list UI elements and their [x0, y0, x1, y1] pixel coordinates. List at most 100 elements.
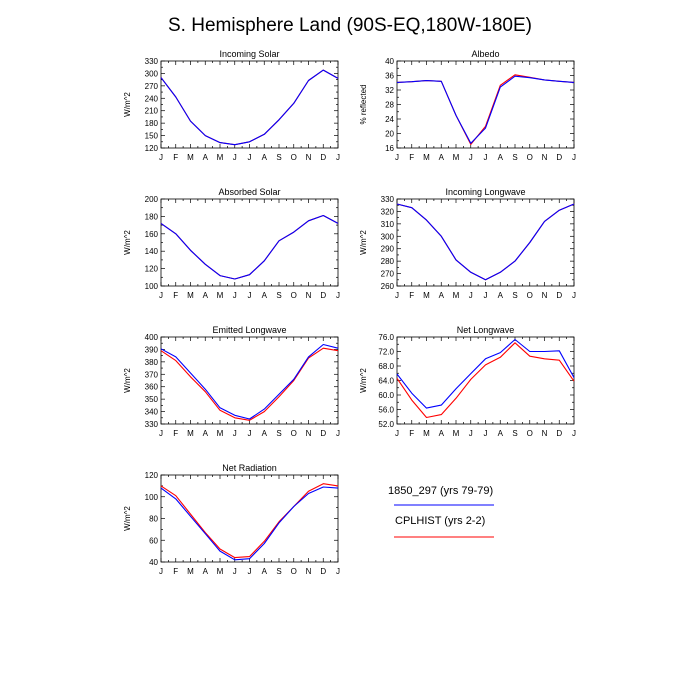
x-tick-label: O	[291, 153, 297, 162]
x-tick-label: M	[217, 429, 224, 438]
x-tick-label: J	[248, 567, 252, 576]
y-axis-label: W/m^2	[123, 506, 132, 531]
series-line-1850	[160, 69, 339, 146]
x-tick-label: F	[173, 429, 178, 438]
x-tick-label: S	[512, 291, 517, 300]
y-tick-label: 210	[145, 107, 159, 116]
series-line-cplhist	[396, 203, 575, 281]
y-tick-label: 28	[385, 101, 394, 110]
x-tick-label: M	[453, 291, 460, 300]
y-tick-label: 24	[385, 115, 394, 124]
x-tick-label: D	[556, 291, 562, 300]
y-axis-label: W/m^2	[123, 368, 132, 393]
y-tick-label: 40	[149, 558, 158, 567]
y-tick-label: 40	[385, 57, 394, 66]
series-line-1850	[160, 214, 339, 280]
series-line-1850	[396, 203, 575, 281]
x-tick-label: J	[248, 429, 252, 438]
x-tick-label: A	[498, 429, 504, 438]
x-tick-label: A	[203, 153, 209, 162]
x-tick-label: S	[276, 291, 281, 300]
y-tick-label: 60.0	[378, 391, 394, 400]
x-tick-label: M	[217, 567, 224, 576]
series-line-cplhist	[396, 342, 575, 419]
y-tick-label: 120	[145, 471, 159, 480]
x-tick-label: J	[336, 567, 340, 576]
x-tick-label: A	[439, 429, 445, 438]
x-tick-label: D	[556, 153, 562, 162]
x-tick-label: O	[527, 291, 533, 300]
panel-title: Net Longwave	[457, 325, 515, 335]
x-tick-label: D	[320, 153, 326, 162]
x-tick-label: D	[320, 291, 326, 300]
plot-frame	[160, 60, 339, 149]
y-axis-label: W/m^2	[359, 368, 368, 393]
y-tick-label: 260	[381, 282, 395, 291]
x-tick-label: N	[306, 291, 312, 300]
x-tick-label: J	[572, 429, 576, 438]
y-tick-label: 52.0	[378, 420, 394, 429]
x-tick-label: N	[306, 567, 312, 576]
x-tick-label: D	[556, 429, 562, 438]
y-tick-label: 32	[385, 86, 394, 95]
plot-frame	[396, 336, 575, 425]
panel-title: Absorbed Solar	[218, 187, 280, 197]
x-tick-label: M	[187, 291, 194, 300]
x-tick-label: D	[320, 429, 326, 438]
x-tick-label: A	[262, 567, 268, 576]
x-tick-label: O	[291, 291, 297, 300]
x-tick-label: F	[409, 429, 414, 438]
x-tick-label: J	[469, 153, 473, 162]
series-line-cplhist	[396, 74, 575, 145]
series-line-1850	[160, 343, 339, 420]
y-tick-label: 400	[145, 333, 159, 342]
panel-title: Albedo	[471, 49, 499, 59]
y-tick-label: 120	[145, 265, 159, 274]
x-tick-label: O	[291, 567, 297, 576]
y-tick-label: 330	[145, 57, 159, 66]
x-tick-label: A	[203, 429, 209, 438]
x-tick-label: F	[409, 153, 414, 162]
panel-title: Net Radiation	[222, 463, 277, 473]
x-tick-label: A	[203, 291, 209, 300]
y-tick-label: 72.0	[378, 348, 394, 357]
y-tick-label: 320	[381, 207, 395, 216]
y-tick-label: 64.0	[378, 377, 394, 386]
y-tick-label: 36	[385, 72, 394, 81]
x-tick-label: M	[217, 153, 224, 162]
x-tick-label: S	[276, 153, 281, 162]
x-tick-label: J	[233, 291, 237, 300]
x-tick-label: J	[159, 291, 163, 300]
y-tick-label: 300	[145, 69, 159, 78]
x-tick-label: O	[291, 429, 297, 438]
x-tick-label: N	[306, 153, 312, 162]
y-tick-label: 240	[145, 94, 159, 103]
x-tick-label: M	[217, 291, 224, 300]
plot-frame	[396, 60, 575, 149]
y-axis-label: W/m^2	[123, 92, 132, 117]
y-tick-label: 140	[145, 247, 159, 256]
y-tick-label: 68.0	[378, 362, 394, 371]
y-tick-label: 290	[381, 245, 395, 254]
y-axis-label: W/m^2	[359, 230, 368, 255]
x-tick-label: A	[439, 291, 445, 300]
y-axis-label: W/m^2	[123, 230, 132, 255]
y-tick-label: 370	[145, 370, 159, 379]
x-tick-label: M	[453, 429, 460, 438]
y-tick-label: 200	[145, 195, 159, 204]
x-tick-label: J	[336, 291, 340, 300]
x-tick-label: N	[306, 429, 312, 438]
x-tick-label: A	[262, 153, 268, 162]
plot-frame	[396, 198, 575, 287]
x-tick-label: F	[173, 291, 178, 300]
x-tick-label: S	[276, 429, 281, 438]
x-tick-label: S	[512, 429, 517, 438]
y-tick-label: 80	[149, 515, 158, 524]
x-tick-label: S	[512, 153, 517, 162]
y-tick-label: 390	[145, 345, 159, 354]
